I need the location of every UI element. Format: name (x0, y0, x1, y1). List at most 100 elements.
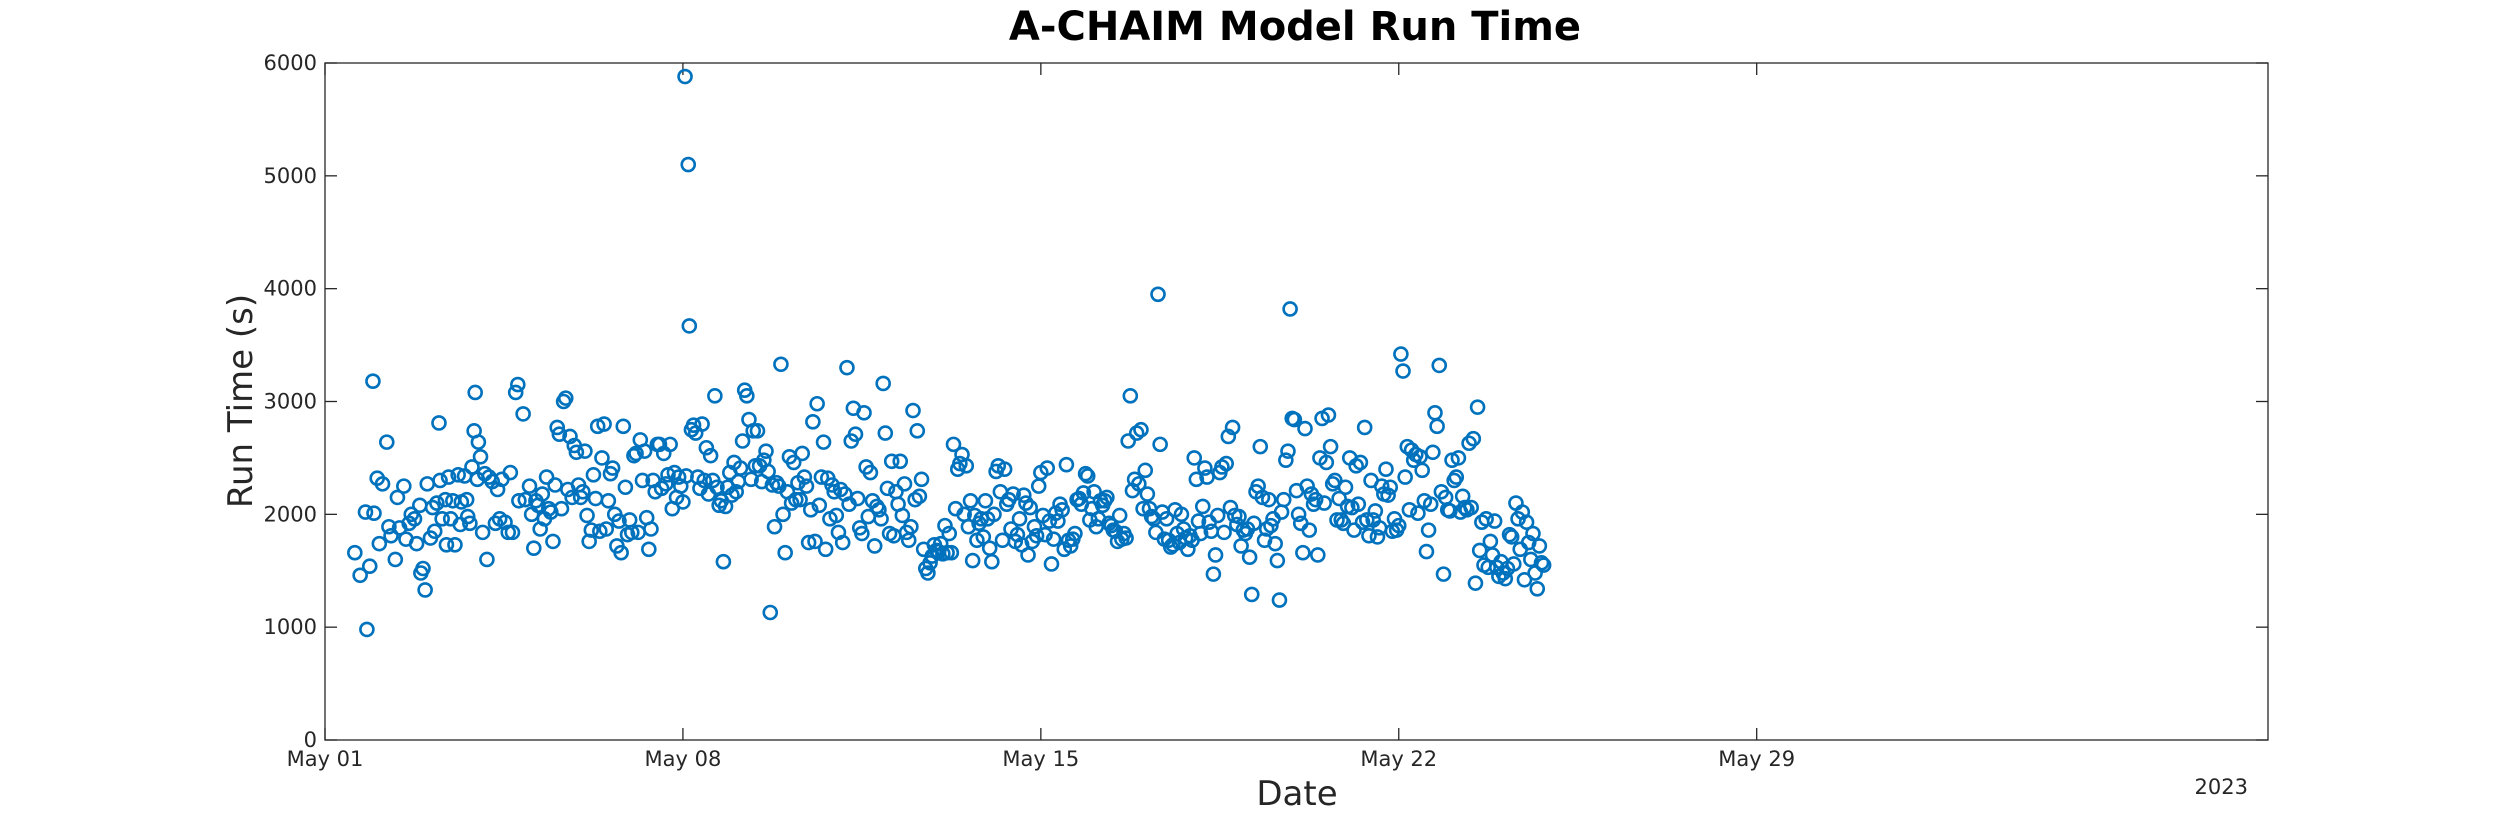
data-point (1018, 495, 1034, 511)
data-point (1310, 547, 1326, 563)
data-point (634, 472, 651, 489)
data-point (545, 533, 561, 550)
data-point (1390, 517, 1407, 534)
data-point (1369, 529, 1386, 545)
data-point (685, 417, 702, 433)
data-point (1111, 507, 1128, 524)
data-point (1126, 471, 1143, 488)
data-point (1320, 407, 1337, 423)
data-point (1295, 544, 1311, 561)
x-tick-label: May 22 (1360, 747, 1437, 771)
data-point (470, 434, 487, 450)
data-point (877, 425, 894, 441)
data-point (1122, 388, 1139, 404)
data-point (1378, 461, 1394, 478)
data-point (1054, 502, 1070, 518)
data-point (1218, 455, 1234, 472)
data-point (383, 527, 399, 544)
data-point (472, 448, 489, 465)
data-point (1318, 454, 1335, 471)
data-point (734, 433, 751, 449)
data-point (892, 453, 909, 470)
x-tick-label: May 08 (645, 747, 722, 771)
data-point (813, 469, 830, 485)
data-point (1307, 491, 1324, 508)
data-point (479, 551, 495, 568)
data-point (920, 565, 936, 581)
data-point (437, 491, 454, 508)
data-point (1197, 460, 1213, 476)
data-point (474, 524, 491, 541)
data-point (977, 492, 994, 509)
data-point (1503, 529, 1520, 545)
data-point (1529, 581, 1546, 597)
data-point (1506, 556, 1522, 572)
data-point (1216, 524, 1232, 541)
data-point (709, 479, 725, 496)
data-point (871, 502, 887, 518)
data-point (1286, 411, 1303, 428)
data-point (681, 318, 698, 334)
data-point (1039, 460, 1056, 476)
data-point (1322, 438, 1339, 455)
data-point (1133, 421, 1149, 438)
data-point (1469, 399, 1486, 415)
data-point (636, 443, 653, 459)
data-point (894, 507, 911, 524)
data-point (1297, 420, 1313, 437)
data-point (1118, 530, 1134, 546)
data-point (1282, 301, 1298, 317)
x-tick-label: May 15 (1002, 747, 1079, 771)
data-point (758, 443, 774, 459)
data-point (809, 395, 825, 412)
data-point (1275, 491, 1292, 508)
data-point (728, 483, 744, 500)
data-point (426, 523, 443, 540)
data-point (406, 511, 423, 527)
data-point (1335, 515, 1352, 532)
data-point (604, 460, 621, 476)
data-point (1337, 479, 1354, 496)
data-point (1020, 547, 1036, 563)
data-point (1207, 547, 1224, 563)
data-point (1429, 418, 1445, 435)
data-point (424, 499, 441, 516)
data-point (913, 471, 930, 488)
data-point (717, 498, 734, 515)
data-point (662, 436, 678, 453)
data-point (798, 478, 815, 494)
data-point (1135, 500, 1151, 517)
y-tick-label: 6000 (264, 51, 317, 75)
data-point (574, 483, 591, 500)
data-point (432, 472, 448, 489)
data-point (739, 388, 755, 404)
data-point (359, 621, 375, 638)
data-point (802, 502, 819, 518)
data-point (1397, 469, 1413, 485)
data-point (521, 478, 538, 494)
data-point (911, 488, 928, 505)
data-point (1422, 496, 1439, 512)
data-point (462, 515, 478, 532)
plot-frame (324, 62, 2269, 741)
data-point (504, 524, 521, 541)
data-point (352, 567, 368, 584)
data-point (1486, 513, 1503, 529)
data-point (534, 486, 551, 502)
data-point (1231, 508, 1247, 525)
data-point (583, 522, 600, 538)
data-point (464, 459, 480, 475)
data-point (617, 479, 634, 496)
data-point (1099, 489, 1115, 506)
data-point (1186, 450, 1203, 466)
y-tick-label: 4000 (264, 277, 317, 301)
data-point (879, 480, 896, 497)
data-point (641, 541, 657, 558)
data-point (623, 524, 640, 541)
data-point (357, 504, 374, 520)
data-point (1026, 518, 1043, 535)
data-point (459, 508, 476, 525)
data-point (510, 376, 526, 393)
data-point (1395, 363, 1411, 379)
data-point (883, 453, 900, 470)
